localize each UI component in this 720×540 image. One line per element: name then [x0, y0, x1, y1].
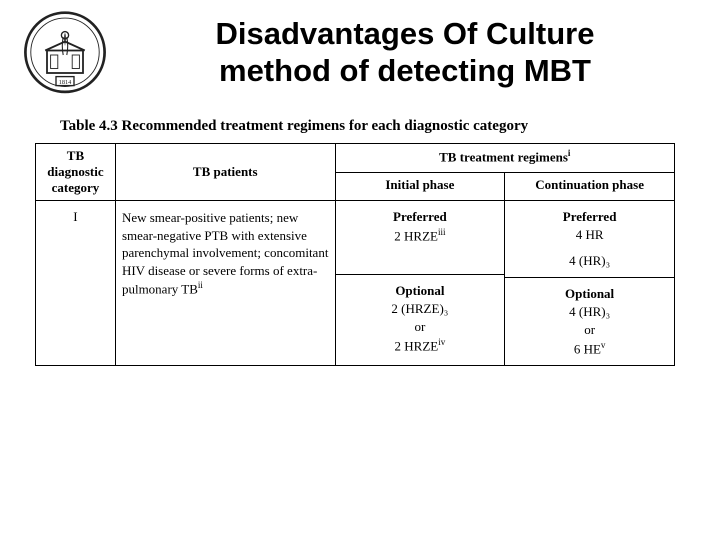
- col-header-continuation: Continuation phase: [505, 173, 675, 201]
- col-header-category: TB diagnostic category: [36, 144, 116, 201]
- initial-preferred-label: Preferred: [342, 209, 499, 225]
- initial-optional-label: Optional: [342, 283, 499, 299]
- cont-optional-v2: 6 HEv: [511, 340, 668, 357]
- table-caption: Table 4.3 Recommended treatment regimens…: [60, 118, 720, 135]
- title-line-1: Disadvantages Of Culture: [216, 16, 595, 51]
- cont-optional-label: Optional: [511, 286, 668, 302]
- cont-preferred-v1: 4 HR: [511, 227, 668, 243]
- table-header-row-1: TB diagnostic category TB patients TB tr…: [36, 144, 675, 173]
- col-header-initial: Initial phase: [335, 173, 505, 201]
- cont-preferred-label: Preferred: [511, 209, 668, 225]
- title-line-2: method of detecting MBT: [219, 53, 591, 88]
- col-header-patients: TB patients: [115, 144, 335, 201]
- cell-patients: New smear-positive patients; new smear-n…: [115, 201, 335, 366]
- initial-or: or: [342, 319, 499, 335]
- cell-continuation: Preferred 4 HR 4 (HR)₃ Optional 4 (HR)₃ …: [505, 201, 675, 366]
- cont-optional-v1: 4 (HR)₃: [511, 304, 668, 320]
- svg-text:1814: 1814: [59, 79, 72, 86]
- table-row: I New smear-positive patients; new smear…: [36, 201, 675, 366]
- cell-category: I: [36, 201, 116, 366]
- cont-preferred-v2: 4 (HR)₃: [511, 253, 668, 269]
- initial-preferred-value: 2 HRZEiii: [342, 227, 499, 244]
- col-header-regimens: TB treatment regimensi: [335, 144, 674, 173]
- cell-initial: Preferred 2 HRZEiii Optional 2 (HRZE)₃ o…: [335, 201, 505, 366]
- initial-optional-v1: 2 (HRZE)₃: [342, 301, 499, 317]
- regimen-table: TB diagnostic category TB patients TB tr…: [35, 143, 675, 366]
- cont-or: or: [511, 322, 668, 338]
- header: 1814 Disadvantages Of Culture method of …: [0, 0, 720, 100]
- institution-logo: 1814: [20, 10, 110, 100]
- page-title: Disadvantages Of Culture method of detec…: [110, 10, 700, 89]
- initial-optional-v2: 2 HRZEiv: [342, 337, 499, 354]
